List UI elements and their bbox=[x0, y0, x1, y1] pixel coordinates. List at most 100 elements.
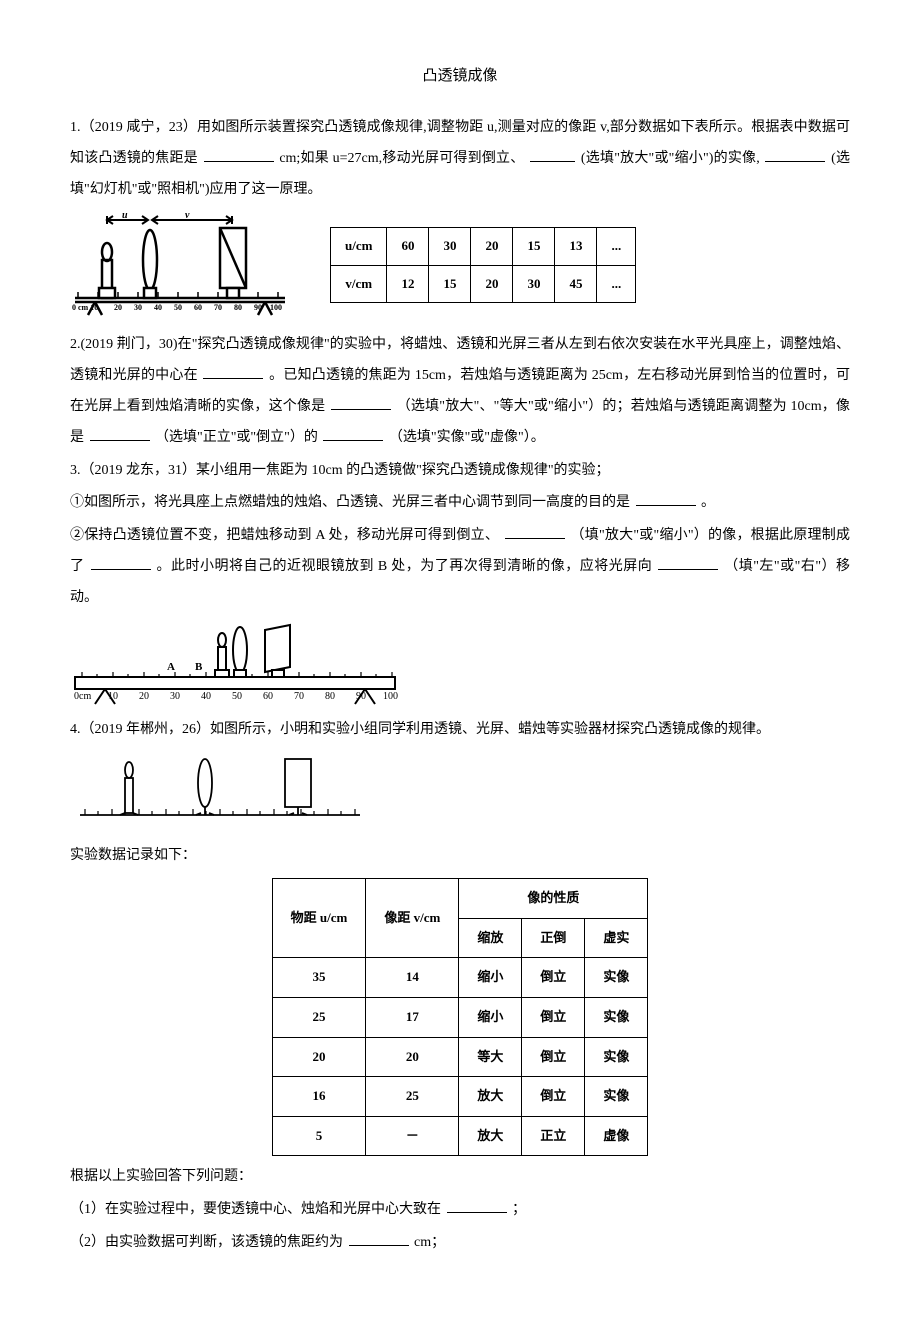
blank bbox=[505, 522, 565, 539]
cell: 放大 bbox=[459, 1077, 522, 1117]
svg-text:60: 60 bbox=[263, 691, 273, 702]
table-row: 物距 u/cm 像距 v/cm 像的性质 bbox=[272, 879, 648, 919]
cell: 倒立 bbox=[522, 1037, 585, 1077]
table-row: 25 17 缩小 倒立 实像 bbox=[272, 997, 648, 1037]
q3-e: 。此时小明将自己的近视眼镜放到 B 处，为了再次得到清晰的像，应将光屏向 bbox=[157, 559, 653, 574]
blank bbox=[204, 145, 274, 162]
q1-text: 1.（2019 咸宁，23）用如图所示装置探究凸透镜成像规律,调整物距 u,测量… bbox=[70, 113, 850, 205]
svg-text:10: 10 bbox=[108, 691, 118, 702]
svg-text:30: 30 bbox=[170, 691, 180, 702]
cell: v/cm bbox=[331, 265, 387, 303]
q1-b: cm;如果 u=27cm,移动光屏可得到倒立、 bbox=[279, 151, 524, 166]
q4-a: 4.（2019 年郴州，26）如图所示，小明和实验小组同学利用透镜、光屏、蜡烛等… bbox=[70, 715, 850, 746]
q1-diagram: u v 0 cm 10 20 30 40 50 60 70 80 90 100 bbox=[70, 210, 290, 320]
cell: 60 bbox=[387, 228, 429, 266]
svg-text:0cm: 0cm bbox=[74, 691, 91, 702]
svg-text:40: 40 bbox=[154, 303, 162, 312]
cell: 45 bbox=[555, 265, 597, 303]
q4-d2: ； bbox=[512, 1202, 526, 1217]
cell: 缩小 bbox=[459, 997, 522, 1037]
q1-c: (选填"放大"或"缩小")的实像, bbox=[581, 151, 760, 166]
q4-e: （2）由实验数据可判断，该透镜的焦距约为 bbox=[70, 1235, 343, 1250]
q4-d: （1）在实验过程中，要使透镜中心、烛焰和光屏中心大致在 bbox=[70, 1202, 441, 1217]
cell: 虚像 bbox=[585, 1116, 648, 1156]
q4-c: 根据以上实验回答下列问题： bbox=[70, 1162, 850, 1193]
cell: 倒立 bbox=[522, 997, 585, 1037]
cell: 物距 u/cm bbox=[272, 879, 366, 958]
blank bbox=[447, 1196, 507, 1213]
q4-figure bbox=[70, 753, 850, 833]
svg-text:A: A bbox=[167, 661, 175, 673]
table-row: 20 20 等大 倒立 实像 bbox=[272, 1037, 648, 1077]
cell: 15 bbox=[513, 228, 555, 266]
q1-table: u/cm 60 30 20 15 13 ... v/cm 12 15 20 30… bbox=[330, 227, 636, 303]
q3-b2: 。 bbox=[701, 495, 715, 510]
cell: 16 bbox=[272, 1077, 366, 1117]
blank bbox=[91, 553, 151, 570]
cell: ... bbox=[597, 228, 636, 266]
cell: 虚实 bbox=[585, 918, 648, 958]
cell: 像距 v/cm bbox=[366, 879, 459, 958]
cell: u/cm bbox=[331, 228, 387, 266]
svg-text:B: B bbox=[195, 661, 203, 673]
svg-text:50: 50 bbox=[232, 691, 242, 702]
svg-text:0 cm 10: 0 cm 10 bbox=[72, 303, 98, 312]
cell: 15 bbox=[429, 265, 471, 303]
svg-text:60: 60 bbox=[194, 303, 202, 312]
cell: 30 bbox=[429, 228, 471, 266]
cell: ... bbox=[597, 265, 636, 303]
cell: 20 bbox=[471, 228, 513, 266]
table-row: 35 14 缩小 倒立 实像 bbox=[272, 958, 648, 998]
svg-text:90: 90 bbox=[254, 303, 262, 312]
q2-text: 2.(2019 荆门，30)在"探究凸透镜成像规律"的实验中，将蜡烛、透镜和光屏… bbox=[70, 330, 850, 453]
blank bbox=[331, 393, 391, 410]
q4-d-line: （1）在实验过程中，要使透镜中心、烛焰和光屏中心大致在 ； bbox=[70, 1195, 850, 1226]
blank bbox=[530, 145, 575, 162]
svg-text:90: 90 bbox=[356, 691, 366, 702]
cell: 缩小 bbox=[459, 958, 522, 998]
cell: 35 bbox=[272, 958, 366, 998]
svg-text:80: 80 bbox=[325, 691, 335, 702]
blank bbox=[658, 553, 718, 570]
svg-text:100: 100 bbox=[270, 303, 282, 312]
cell: 等大 bbox=[459, 1037, 522, 1077]
cell: 25 bbox=[272, 997, 366, 1037]
svg-text:30: 30 bbox=[134, 303, 142, 312]
cell: 30 bbox=[513, 265, 555, 303]
q4-e2: cm； bbox=[414, 1235, 445, 1250]
cell: 像的性质 bbox=[459, 879, 648, 919]
cell: 12 bbox=[387, 265, 429, 303]
table-row: 16 25 放大 倒立 实像 bbox=[272, 1077, 648, 1117]
svg-text:100: 100 bbox=[383, 691, 398, 702]
blank bbox=[765, 145, 825, 162]
cell: 正立 bbox=[522, 1116, 585, 1156]
cell: 缩放 bbox=[459, 918, 522, 958]
table-row: 5 － 放大 正立 虚像 bbox=[272, 1116, 648, 1156]
table-row: u/cm 60 30 20 15 13 ... bbox=[331, 228, 636, 266]
page-title: 凸透镜成像 bbox=[70, 60, 850, 93]
svg-text:u: u bbox=[122, 210, 128, 221]
cell: 13 bbox=[555, 228, 597, 266]
cell: 20 bbox=[471, 265, 513, 303]
q4-e-line: （2）由实验数据可判断，该透镜的焦距约为 cm； bbox=[70, 1228, 850, 1259]
table-row: v/cm 12 15 20 30 45 ... bbox=[331, 265, 636, 303]
svg-text:v: v bbox=[185, 210, 190, 221]
svg-text:70: 70 bbox=[214, 303, 222, 312]
q4-table: 物距 u/cm 像距 v/cm 像的性质 缩放 正倒 虚实 35 14 缩小 倒… bbox=[272, 878, 649, 1156]
svg-text:20: 20 bbox=[114, 303, 122, 312]
q2-d: （选填"正立"或"倒立"）的 bbox=[155, 430, 318, 445]
q4-b: 实验数据记录如下： bbox=[70, 841, 850, 872]
blank bbox=[323, 424, 383, 441]
svg-text:70: 70 bbox=[294, 691, 304, 702]
q2-e: （选填"实像"或"虚像"）。 bbox=[389, 430, 545, 445]
cell: 放大 bbox=[459, 1116, 522, 1156]
q3-line2: ②保持凸透镜位置不变，把蜡烛移动到 A 处，移动光屏可得到倒立、 （填"放大"或… bbox=[70, 521, 850, 613]
q3-figure: A B 0cm 10 20 30 40 50 60 70 80 90 100 bbox=[70, 622, 850, 707]
cell: － bbox=[366, 1116, 459, 1156]
blank bbox=[90, 424, 150, 441]
cell: 实像 bbox=[585, 958, 648, 998]
cell: 25 bbox=[366, 1077, 459, 1117]
svg-text:80: 80 bbox=[234, 303, 242, 312]
blank bbox=[349, 1229, 409, 1246]
cell: 17 bbox=[366, 997, 459, 1037]
